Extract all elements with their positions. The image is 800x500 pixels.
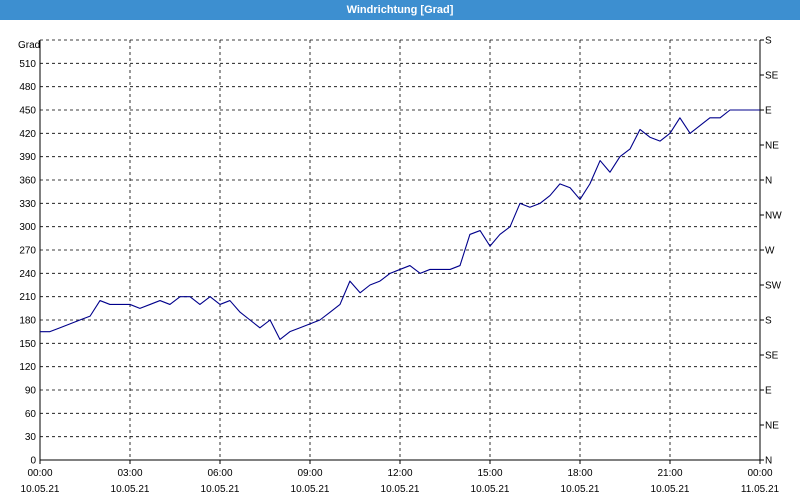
x-tick-time: 00:00 [747,468,772,479]
chart-title: Windrichtung [Grad] [0,0,800,20]
x-tick-time: 09:00 [297,468,322,479]
y-tick-label: 30 [25,432,37,443]
right-axis-label: NW [765,211,782,222]
x-tick-date: 10.05.21 [291,484,330,495]
right-axis-label: W [765,246,775,257]
x-tick-date: 10.05.21 [201,484,240,495]
x-tick-time: 00:00 [27,468,52,479]
y-tick-label: 450 [19,106,36,117]
wind-direction-chart: 0 30 60 90 120 150 180 210 240 270 300 330 360 390 420… [18,36,782,496]
right-axis-label: S [765,316,772,327]
y-tick-label: 300 [19,222,36,233]
y-tick-label: 480 [19,82,36,93]
right-axis-label: NE [765,421,779,432]
x-tick-date: 10.05.21 [21,484,60,495]
y-tick-label: 180 [19,316,36,327]
x-tick-date: 10.05.21 [471,484,510,495]
right-axis-label: N [765,456,772,467]
right-axis-label: E [765,106,772,117]
y-axis-label: Grad [18,40,40,51]
x-tick-time: 06:00 [207,468,232,479]
x-tick-time: 15:00 [477,468,502,479]
right-axis-label: SW [765,281,782,292]
x-tick-date: 10.05.21 [381,484,420,495]
x-tick-date: 10.05.21 [111,484,150,495]
y-tick-label: 0 [30,456,36,467]
y-tick-label: 240 [19,269,36,280]
x-tick-time: 03:00 [117,468,142,479]
right-axis-label: SE [765,71,779,82]
x-tick-time: 21:00 [657,468,682,479]
y-tick-label: 210 [19,292,36,303]
right-axis-label: NE [765,141,779,152]
y-tick-label: 330 [19,199,36,210]
y-tick-label: 420 [19,129,36,140]
y-tick-label: 510 [19,59,36,70]
x-tick-date: 11.05.21 [741,484,780,495]
right-axis-label: S [765,36,772,47]
y-tick-label: 60 [25,409,37,420]
series-line [40,109,760,340]
right-axis-label: SE [765,351,779,362]
x-tick-date: 10.05.21 [651,484,690,495]
x-tick-date: 10.05.21 [561,484,600,495]
right-axis-label: E [765,386,772,397]
y-tick-label: 120 [19,362,36,373]
right-axis-label: N [765,176,772,187]
x-tick-time: 18:00 [567,468,592,479]
y-tick-label: 360 [19,176,36,187]
x-tick-time: 12:00 [387,468,412,479]
y-tick-label: 270 [19,246,36,257]
y-tick-label: 150 [19,339,36,350]
y-tick-label: 90 [25,386,37,397]
y-tick-label: 390 [19,152,36,163]
